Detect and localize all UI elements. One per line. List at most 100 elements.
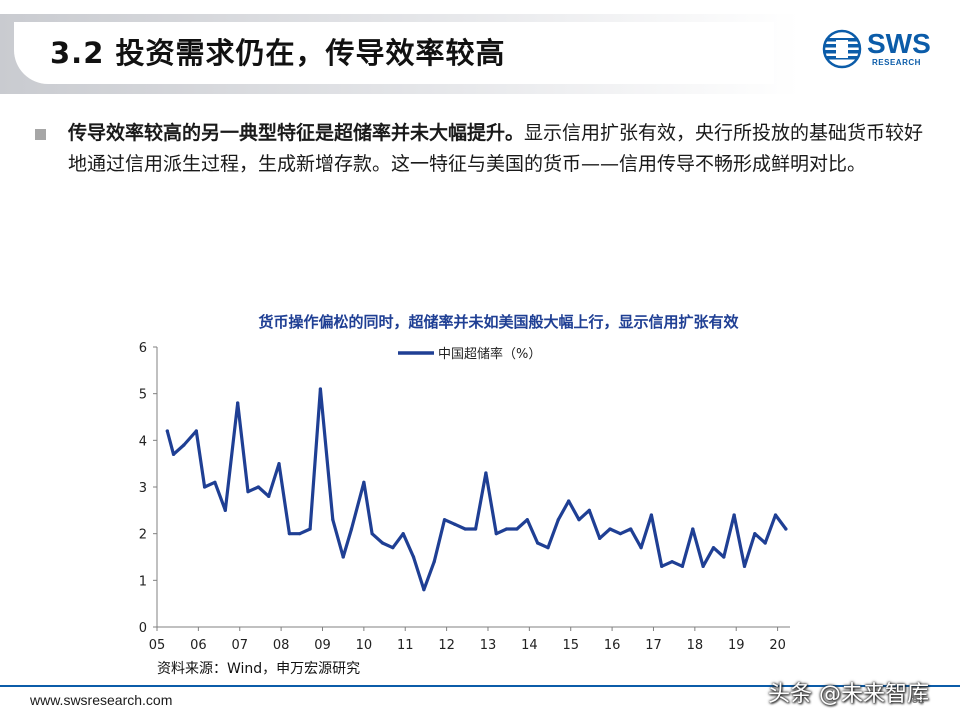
data-point	[453, 522, 457, 526]
data-point	[442, 518, 447, 522]
x-tick-label: 08	[273, 638, 290, 653]
data-point	[536, 541, 540, 545]
data-point	[318, 387, 323, 391]
x-tick-label: 13	[480, 638, 497, 653]
data-point	[484, 471, 488, 475]
data-point	[618, 532, 622, 536]
x-tick-label: 09	[314, 638, 331, 653]
data-point	[380, 541, 385, 545]
data-point	[463, 527, 467, 531]
data-point	[277, 462, 281, 466]
y-tick-label: 5	[139, 388, 147, 403]
y-tick-label: 1	[139, 574, 147, 589]
y-tick-label: 2	[139, 528, 147, 543]
data-point	[165, 429, 169, 433]
y-tick-label: 0	[139, 621, 147, 636]
x-tick-label: 07	[231, 638, 248, 653]
data-point	[608, 527, 612, 531]
x-tick-label: 20	[769, 638, 786, 653]
footer-url[interactable]: www.swsresearch.com	[30, 692, 173, 708]
data-point	[494, 532, 498, 536]
data-point	[308, 527, 312, 531]
data-point	[246, 490, 250, 494]
y-tick-label: 6	[139, 341, 147, 356]
data-point	[202, 485, 207, 489]
series-line	[165, 387, 788, 592]
data-point	[691, 527, 695, 531]
y-tick-label: 3	[139, 481, 147, 496]
logo-subtitle: RESEARCH	[872, 58, 921, 67]
data-point	[362, 480, 366, 484]
data-point	[349, 527, 354, 531]
data-point	[784, 527, 788, 531]
data-point	[660, 564, 664, 568]
data-point	[587, 508, 591, 512]
legend-label: 中国超储率（%）	[438, 346, 541, 362]
chart-title: 货币操作偏松的同时，超储率并未如美国般大幅上行，显示信用扩张有效	[258, 313, 739, 331]
data-point	[753, 532, 757, 536]
bullet-paragraph: 传导效率较高的另一典型特征是超储率并未大幅提升。显示信用扩张有效，央行所投放的基…	[68, 118, 934, 180]
data-point	[194, 429, 198, 433]
data-point	[670, 560, 674, 564]
title-panel	[14, 22, 774, 84]
data-point	[742, 564, 747, 568]
data-point	[223, 508, 227, 512]
data-point	[577, 518, 581, 522]
data-point	[556, 518, 560, 522]
data-point	[171, 452, 176, 456]
data-point	[256, 485, 260, 489]
data-point	[639, 546, 643, 550]
data-point	[411, 555, 416, 559]
logo-wordmark: SWS	[867, 28, 931, 59]
data-point	[401, 532, 405, 536]
source-note: 资料来源：Wind，申万宏源研究	[157, 661, 361, 677]
data-point	[267, 494, 271, 498]
data-point	[432, 560, 436, 564]
data-point	[391, 546, 395, 550]
y-tick-label: 4	[139, 434, 147, 449]
x-tick-label: 06	[190, 638, 207, 653]
data-point	[298, 532, 302, 536]
data-point	[287, 532, 291, 536]
data-point	[629, 527, 633, 531]
slide-title: 3.2 投资需求仍在，传导效率较高	[50, 36, 506, 70]
sws-logo-icon	[822, 29, 862, 69]
data-point	[763, 541, 767, 545]
data-point	[504, 527, 509, 531]
data-point	[567, 499, 571, 503]
x-tick-label: 10	[356, 638, 373, 653]
data-point	[680, 564, 685, 568]
data-point	[546, 546, 550, 550]
x-tick-label: 05	[149, 638, 166, 653]
data-point	[773, 513, 778, 517]
data-point	[331, 518, 335, 522]
watermark-text: 头条 @未来智库	[768, 682, 929, 707]
bullet-square-icon	[35, 129, 46, 140]
x-tick-label: 11	[397, 638, 414, 653]
data-point	[701, 564, 705, 568]
data-point	[732, 513, 736, 517]
data-point	[341, 555, 345, 559]
x-tick-label: 19	[728, 638, 745, 653]
x-tick-label: 15	[562, 638, 579, 653]
data-point	[422, 588, 426, 592]
data-point	[236, 401, 240, 405]
page-number: 52	[912, 694, 925, 706]
x-tick-label: 14	[521, 638, 538, 653]
data-point	[213, 480, 217, 484]
bullet-bold-text: 传导效率较高的另一典型特征是超储率并未大幅提升。	[68, 122, 525, 144]
bullet-body-text: 显示信用扩张有效，央行所投放的基础货币较好地通过信用派生过程，生成新增存款。这一…	[68, 122, 924, 175]
data-point	[182, 443, 186, 447]
footer-divider	[0, 685, 960, 687]
data-point	[649, 513, 654, 517]
x-tick-label: 12	[438, 638, 455, 653]
data-point	[515, 527, 519, 531]
data-point	[722, 555, 726, 559]
data-point	[525, 518, 529, 522]
data-point	[598, 536, 602, 540]
x-tick-label: 18	[687, 638, 704, 653]
data-point	[473, 527, 478, 531]
x-tick-label: 17	[645, 638, 662, 653]
x-tick-label: 16	[604, 638, 621, 653]
